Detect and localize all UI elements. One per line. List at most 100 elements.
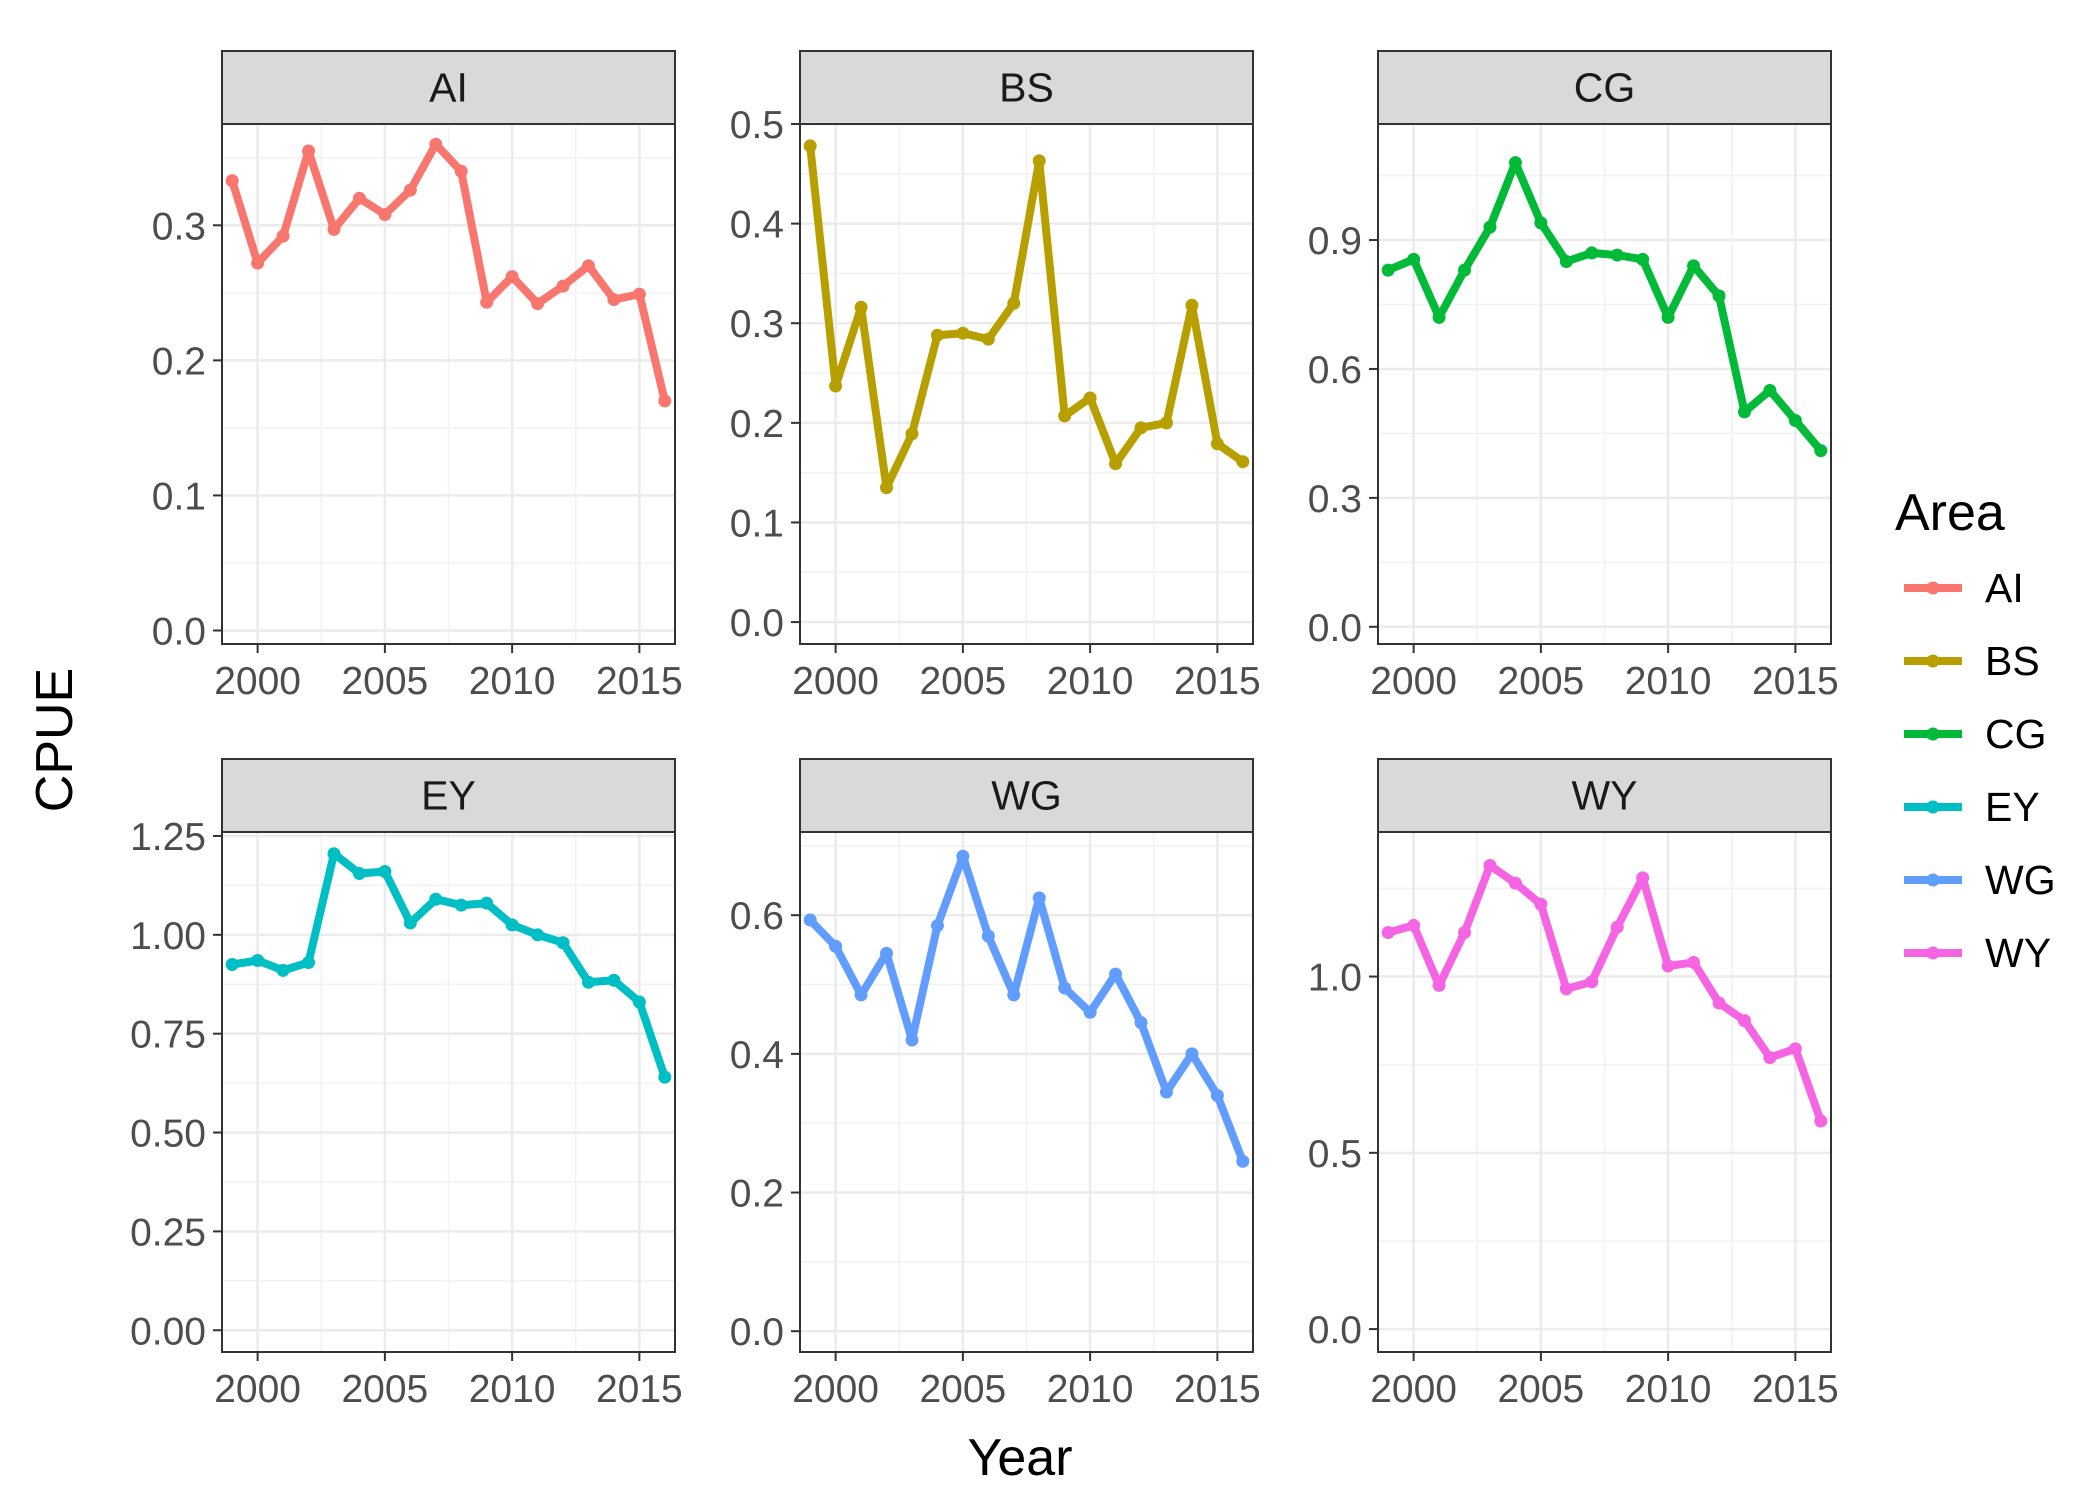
legend-key-point bbox=[1926, 727, 1940, 741]
data-point bbox=[803, 139, 817, 153]
data-point bbox=[1007, 296, 1021, 310]
y-tick-label: 0.0 bbox=[730, 1311, 784, 1354]
facet-panel-wg: WG 0.0 0.2 0.4 0.6 2000 2005 2010 2015 bbox=[730, 758, 1261, 1411]
data-point bbox=[905, 427, 919, 441]
legend-key-point bbox=[1926, 873, 1940, 887]
legend-item-cg: CG bbox=[1904, 711, 2047, 757]
data-point bbox=[632, 287, 646, 301]
data-point bbox=[1763, 1051, 1777, 1065]
panel-border bbox=[221, 831, 676, 1353]
data-point bbox=[352, 191, 366, 205]
data-point bbox=[1585, 246, 1599, 260]
data-point bbox=[1661, 959, 1675, 973]
panel-border bbox=[1377, 831, 1832, 1353]
data-point bbox=[854, 988, 868, 1002]
data-point bbox=[302, 144, 316, 158]
x-tick-label: 2005 bbox=[919, 1368, 1006, 1411]
data-point bbox=[1559, 982, 1573, 996]
data-point bbox=[1636, 252, 1650, 266]
x-tick-label: 2000 bbox=[214, 660, 301, 703]
data-point bbox=[1032, 891, 1046, 905]
data-point bbox=[1381, 925, 1395, 939]
data-point bbox=[1407, 918, 1421, 932]
panel-border bbox=[799, 831, 1254, 1353]
y-tick-label: 0.9 bbox=[1308, 220, 1362, 263]
data-point bbox=[1007, 988, 1021, 1002]
data-point bbox=[1083, 391, 1097, 405]
x-tick-label: 2000 bbox=[792, 1368, 879, 1411]
data-point bbox=[1712, 289, 1726, 303]
data-point bbox=[981, 929, 995, 943]
facet-panel-cg: CG 0.0 0.3 0.6 0.9 2000 2005 2010 2015 bbox=[1308, 50, 1839, 703]
data-point bbox=[1210, 437, 1224, 451]
series-line-ai bbox=[228, 140, 669, 405]
x-tick-label: 2010 bbox=[469, 660, 556, 703]
legend-label: CG bbox=[1985, 711, 2047, 757]
data-point bbox=[1458, 925, 1472, 939]
data-point bbox=[1381, 263, 1395, 277]
data-point bbox=[1687, 955, 1701, 969]
y-tick-label: 0.1 bbox=[152, 475, 206, 518]
x-tick-label: 2015 bbox=[1752, 1368, 1839, 1411]
data-point bbox=[803, 913, 817, 927]
data-point bbox=[1636, 871, 1650, 885]
data-point bbox=[1458, 263, 1472, 277]
data-point bbox=[327, 222, 341, 236]
legend-item-ai: AI bbox=[1904, 565, 2024, 611]
data-point bbox=[607, 973, 621, 987]
y-tick-label: 0.3 bbox=[730, 303, 784, 346]
data-point bbox=[1763, 383, 1777, 397]
data-point bbox=[905, 1033, 919, 1047]
series-line-wy bbox=[1384, 861, 1825, 1126]
data-point bbox=[1236, 455, 1250, 469]
y-axis-title: CPUE bbox=[26, 668, 84, 812]
legend-key-point bbox=[1926, 946, 1940, 960]
data-point bbox=[1185, 1047, 1199, 1061]
data-point bbox=[956, 326, 970, 340]
x-tick-label: 2005 bbox=[341, 1368, 428, 1411]
data-point bbox=[981, 332, 995, 346]
facet-strip-label: CG bbox=[1574, 65, 1636, 111]
data-point bbox=[1159, 1085, 1173, 1099]
data-point bbox=[378, 207, 392, 221]
y-tick-label: 0.0 bbox=[730, 602, 784, 645]
data-point bbox=[480, 295, 494, 309]
data-point bbox=[658, 1070, 672, 1084]
panel-border bbox=[1377, 123, 1832, 645]
x-tick-label: 2010 bbox=[469, 1368, 556, 1411]
data-point bbox=[1210, 1088, 1224, 1102]
x-tick-label: 2005 bbox=[919, 660, 1006, 703]
x-tick-label: 2015 bbox=[1752, 660, 1839, 703]
data-point bbox=[454, 898, 468, 912]
y-tick-label: 0.2 bbox=[152, 340, 206, 383]
data-point bbox=[1159, 416, 1173, 430]
data-point bbox=[829, 939, 843, 953]
data-point bbox=[607, 293, 621, 307]
y-tick-label: 0.5 bbox=[730, 104, 784, 147]
x-tick-label: 2000 bbox=[214, 1368, 301, 1411]
data-point bbox=[1508, 876, 1522, 890]
facet-panel-bs: BS 0.0 0.1 0.2 0.3 0.4 0.5 2000 2005 2010 2015 bbox=[730, 50, 1261, 703]
y-tick-label: 1.0 bbox=[1308, 957, 1362, 1000]
data-point bbox=[403, 916, 417, 930]
data-point bbox=[1737, 1014, 1751, 1028]
data-point bbox=[327, 847, 341, 861]
data-point bbox=[829, 379, 843, 393]
data-point bbox=[302, 955, 316, 969]
y-tick-label: 0.3 bbox=[152, 205, 206, 248]
data-point bbox=[1083, 1005, 1097, 1019]
y-tick-label: 0.0 bbox=[1308, 607, 1362, 650]
y-tick-label: 0.75 bbox=[130, 1014, 206, 1057]
y-tick-label: 0.50 bbox=[130, 1113, 206, 1156]
data-point bbox=[658, 394, 672, 408]
x-tick-label: 2015 bbox=[596, 1368, 683, 1411]
facet-strip-label: EY bbox=[421, 773, 476, 819]
data-point bbox=[505, 270, 519, 284]
facet-panels: AI 0.0 0.1 0.2 0.3 2000 2005 2010 2015 BS 0.0 0.1 0.… bbox=[130, 50, 1839, 1411]
legend-item-wy: WY bbox=[1904, 930, 2051, 976]
x-tick-label: 2010 bbox=[1047, 1368, 1134, 1411]
facet-panel-ai: AI 0.0 0.1 0.2 0.3 2000 2005 2010 2015 bbox=[152, 50, 683, 703]
x-tick-label: 2015 bbox=[1174, 660, 1261, 703]
data-point bbox=[930, 328, 944, 342]
x-tick-label: 2015 bbox=[1174, 1368, 1261, 1411]
